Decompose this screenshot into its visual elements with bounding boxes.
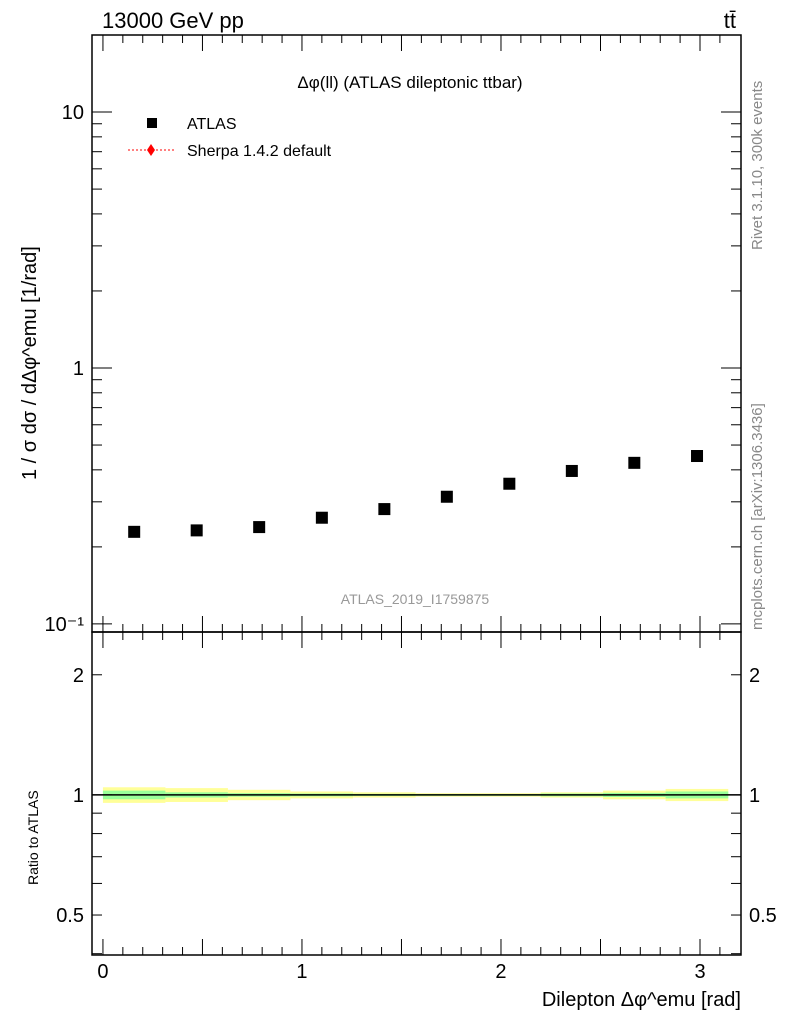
atlas-data-point xyxy=(128,525,141,538)
atlas-data-point xyxy=(190,524,203,537)
atlas-data-point xyxy=(253,521,266,534)
main-ylabel: 1 / σ dσ / dΔφ^emu [1/rad] xyxy=(19,246,41,480)
ratio-ytick-label: 2 xyxy=(73,665,84,687)
main-ytick-label: 10 xyxy=(62,102,84,124)
legend-marker-sherpa xyxy=(147,144,155,156)
atlas-data-point xyxy=(440,490,453,503)
xtick-label: 0 xyxy=(97,961,108,983)
header-right: tt̄ xyxy=(724,8,736,33)
ratio-ytick-label-right: 0.5 xyxy=(749,905,777,927)
main-ytick-label: 10⁻¹ xyxy=(45,614,85,636)
xtick-label: 3 xyxy=(694,961,705,983)
plot-title: Δφ(ll) (ATLAS dileptonic ttbar) xyxy=(297,73,522,92)
legend: ATLAS Sherpa 1.4.2 default xyxy=(128,116,332,160)
ratio-ytick-label: 1 xyxy=(73,785,84,807)
mcplots-label: mcplots.cern.ch [arXiv:1306.3436] xyxy=(749,403,766,630)
x-axis-label: Dilepton Δφ^emu [rad] xyxy=(542,989,741,1011)
atlas-data-point xyxy=(565,464,578,477)
ratio-ytick-label: 0.5 xyxy=(56,905,84,927)
ratio-ytick-label-right: 2 xyxy=(749,665,760,687)
ratio-ylabel: Ratio to ATLAS xyxy=(25,790,41,885)
ratio-ytick-label-right: 1 xyxy=(749,785,760,807)
legend-label-atlas: ATLAS xyxy=(187,116,237,133)
atlas-data-point xyxy=(315,511,328,524)
xtick-label: 2 xyxy=(495,961,506,983)
main-ytick-label: 1 xyxy=(73,358,84,380)
atlas-data-point xyxy=(691,450,704,463)
atlas-data-point xyxy=(378,503,391,516)
rivet-label: Rivet 3.1.10, 300k events xyxy=(749,81,766,250)
atlas-data-point xyxy=(628,456,641,469)
ratio-plot-frame xyxy=(91,631,742,956)
analysis-watermark: ATLAS_2019_I1759875 xyxy=(341,591,490,607)
legend-label-sherpa: Sherpa 1.4.2 default xyxy=(187,143,332,160)
xtick-label: 1 xyxy=(296,961,307,983)
legend-marker-atlas xyxy=(147,118,157,128)
atlas-data-point xyxy=(503,477,516,490)
header-left: 13000 GeV pp xyxy=(102,8,244,33)
